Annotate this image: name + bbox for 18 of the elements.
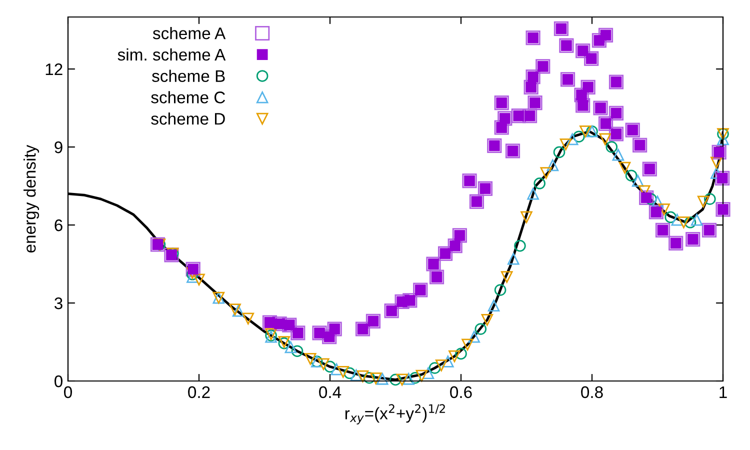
legend-label: scheme B [152,70,225,82]
legend-label: scheme D [151,112,225,125]
y-tick-label: 12 [46,63,62,76]
x-tick-label: 0.8 [581,386,603,398]
legend-label: scheme A [152,27,226,40]
y-axis-title: energy density [24,144,40,252]
legend-label: sim. scheme A [118,48,226,61]
y-tick-label: 9 [54,141,62,154]
x-axis-title: r$_{xy}$=(x$^{2}$+y$^{2}$)$^{1/2}$ [345,404,445,424]
x-tick-label: 0.4 [319,386,342,398]
y-tick-label: 0 [54,375,62,388]
x-tick-label: 0 [64,386,72,398]
y-tick-label: 6 [54,219,62,232]
x-tick-label: 0.2 [188,386,210,398]
x-tick-label: 1 [720,386,727,398]
y-tick-label: 3 [54,297,62,310]
x-tick-label: 0.6 [450,386,472,398]
legend-label: scheme C [151,91,226,104]
